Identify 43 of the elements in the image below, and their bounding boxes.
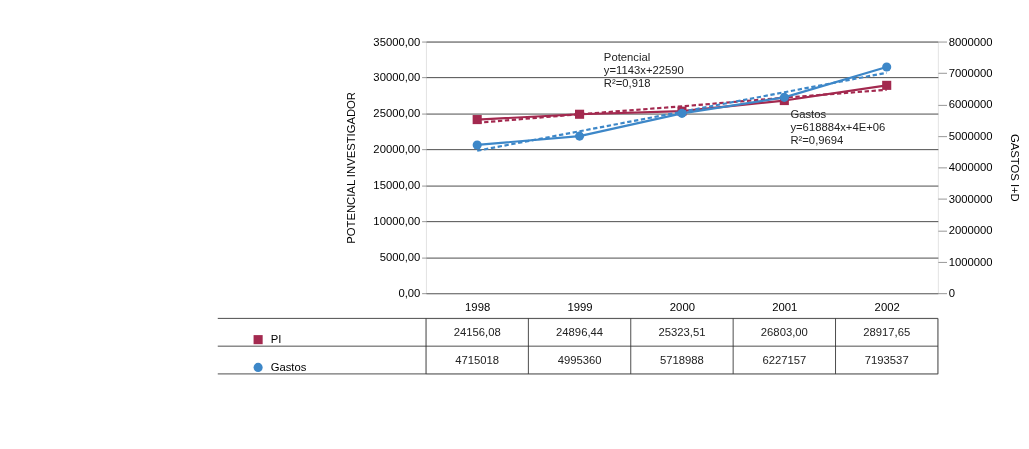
- data-label: 24156,08: [453, 325, 501, 338]
- y-axis-title: POTENCIAL INVESTIGADOR: [345, 92, 358, 244]
- data-label: 24896,44: [556, 325, 604, 338]
- legend-label: Gastos: [270, 360, 307, 373]
- y-tick-label: 0,00: [398, 287, 421, 300]
- y2-tick-label: 8000000: [948, 35, 993, 48]
- data-label: 4715018: [455, 353, 500, 366]
- data-label: 5718988: [660, 353, 704, 366]
- annotation: Potencial y=1143x+22590 R²=0,918: [603, 50, 684, 89]
- y2-tick-label: 6000000: [948, 98, 993, 111]
- data-label: 28917,65: [863, 325, 911, 338]
- y-tick-label: 10000,00: [373, 215, 421, 228]
- y2-tick-label: 2000000: [948, 224, 993, 237]
- x-tick-label: 2000: [669, 301, 695, 314]
- point: [882, 62, 892, 72]
- point: [882, 80, 892, 90]
- data-label: 6227157: [762, 353, 807, 366]
- data-label: 7193537: [864, 353, 909, 366]
- annotation: Gastos y=618884x+4E+06 R²=0,9694: [790, 107, 886, 146]
- y-tick-label: 30000,00: [373, 71, 421, 84]
- y-tick-label: 35000,00: [373, 35, 421, 48]
- x-tick-label: 2002: [874, 301, 900, 314]
- y-tick-label: 20000,00: [373, 143, 421, 156]
- y2-axis-title: GASTOS I+D: [1008, 133, 1021, 202]
- x-tick-label: 1998: [465, 301, 491, 314]
- y-tick-label: 5000,00: [379, 251, 421, 264]
- y2-tick-label: 3000000: [948, 192, 993, 205]
- point: [575, 131, 585, 141]
- y2-tick-label: 4000000: [948, 161, 993, 174]
- point: [779, 92, 789, 102]
- data-label: 25323,51: [658, 325, 706, 338]
- x-tick-label: 2001: [772, 301, 798, 314]
- y-tick-label: 15000,00: [373, 179, 421, 192]
- x-tick-label: 1999: [567, 301, 593, 314]
- y2-tick-label: 0: [948, 287, 956, 300]
- y2-tick-label: 5000000: [948, 129, 993, 142]
- y2-tick-label: 1000000: [948, 255, 993, 268]
- legend-label: PI: [270, 333, 282, 346]
- y-tick-label: 25000,00: [373, 107, 421, 120]
- data-label: 4995360: [557, 353, 602, 366]
- y2-tick-label: 7000000: [948, 66, 993, 79]
- data-label: 26803,00: [760, 325, 808, 338]
- point: [472, 140, 482, 150]
